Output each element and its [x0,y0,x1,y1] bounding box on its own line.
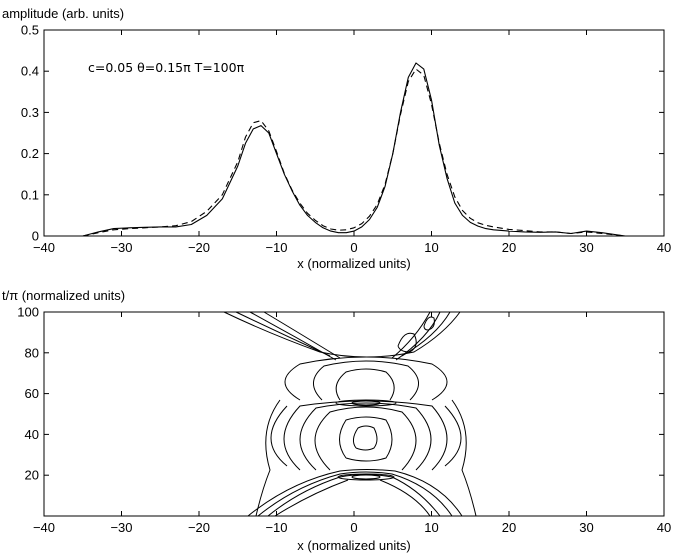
bottom-panel: t/π (normalized units) −40 −30 −20 −10 0 10 20… [2,288,671,553]
y-tick-label: 0 [32,229,39,244]
y-tick-label: 0.2 [21,146,39,161]
contour-mid-inner-2 [352,425,378,451]
y-tick-label: 100 [17,305,39,320]
contour-upper-wing-1 [223,311,461,358]
x-tick-label: −10 [265,520,287,535]
y-tick-label: 40 [25,427,39,442]
contour-mid-3 [283,400,448,471]
bottom-plot-frame [43,311,665,517]
contour-small-blob-2 [423,316,435,331]
x-tick-label: 10 [424,520,438,535]
y-tick-label: 20 [25,468,39,483]
contour-upper-1 [335,368,395,401]
y-tick-label: 0.1 [21,187,39,202]
contour-upper-3 [284,356,448,401]
contour-lines [223,311,477,517]
y-tick-label: 0.4 [21,64,39,79]
contour-lower-wing-3 [247,469,463,517]
solid-series-line [82,62,626,237]
x-tick-label: 10 [424,240,438,255]
x-tick-label: 40 [657,520,671,535]
x-tick-label: −10 [265,240,287,255]
x-tick-label: 20 [502,240,516,255]
x-tick-label: 0 [350,240,357,255]
contour-lower-wing-2 [257,471,453,517]
top-ticks: −40 −30 −20 −10 0 10 20 30 40 0 0.1 0.2 0.3 0.4 0.5 [21,23,671,256]
bottom-xlabel: x (normalized units) [297,538,410,553]
top-ylabel: amplitude (arb. units) [2,6,124,21]
top-annotation: c=0.05 θ=0.15π T=100π [88,60,245,75]
contour-mid-2 [299,402,432,471]
contour-lower-wing-4 [274,479,431,517]
contour-focus-20-inner [351,474,381,480]
y-tick-label: 60 [25,386,39,401]
contour-mid-4 [270,405,462,467]
bottom-ylabel: t/π (normalized units) [2,288,125,303]
contour-focus-55 [335,399,397,407]
contour-right-envelope [451,399,477,517]
contour-upper-wing-4 [263,311,431,359]
contour-focus-20 [337,473,395,481]
contour-lower-wing-1 [267,474,441,517]
contour-mid-inner-1 [339,416,393,462]
dashed-series-line [82,68,626,237]
top-panel: amplitude (arb. units) −40 −30 −20 −10 0 10 20… [2,6,671,271]
bottom-ticks: −40 −30 −20 −10 0 10 20 30 40 20 40 60 80 100 [17,305,671,536]
contour-focus-55-inner [351,400,381,406]
contour-upper-wing-3 [249,311,441,361]
contour-left-envelope [255,399,281,517]
x-tick-label: −30 [110,240,132,255]
x-tick-label: 20 [502,520,516,535]
x-tick-label: 30 [579,520,593,535]
y-tick-label: 80 [25,345,39,360]
x-tick-label: −40 [33,520,55,535]
contour-small-blob [397,332,417,353]
contour-upper-2 [313,360,419,401]
x-tick-label: 0 [350,520,357,535]
top-xlabel: x (normalized units) [297,256,410,271]
y-tick-label: 0.3 [21,105,39,120]
x-tick-label: −20 [188,240,210,255]
x-tick-label: 30 [579,240,593,255]
x-tick-label: −30 [110,520,132,535]
top-series [82,62,626,237]
contour-mid-1 [314,406,417,471]
x-tick-label: −20 [188,520,210,535]
y-tick-label: 0.5 [21,23,39,38]
x-tick-label: −40 [33,240,55,255]
x-tick-label: 40 [657,240,671,255]
